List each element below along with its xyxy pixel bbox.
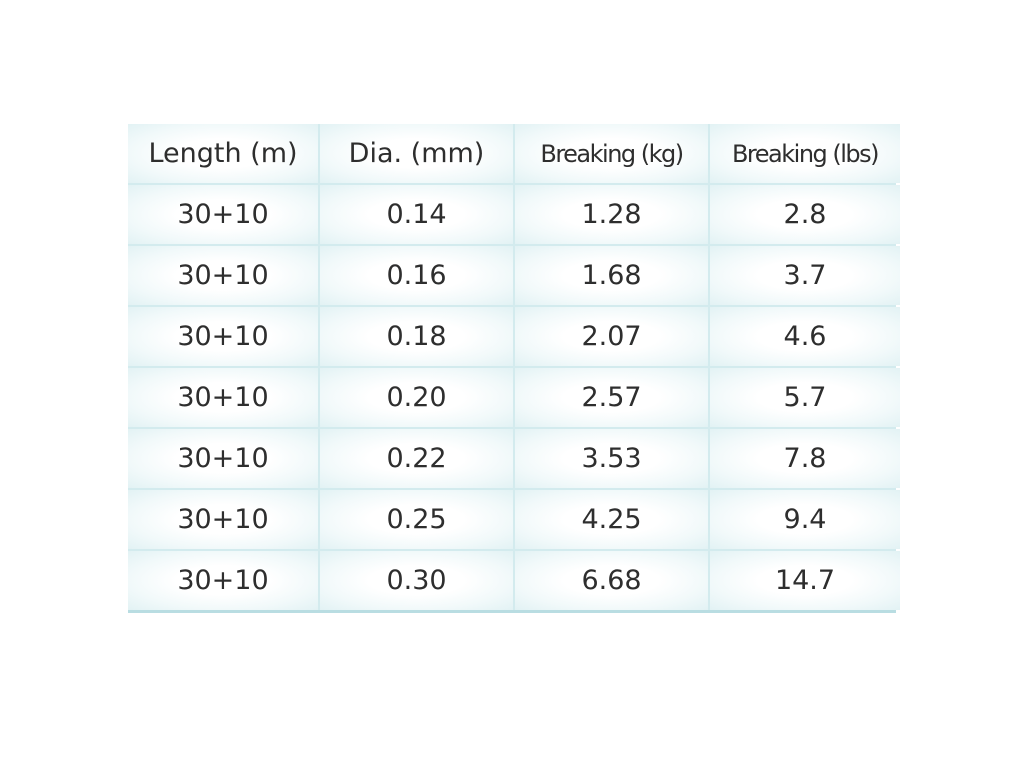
table-cell: 0.25 (320, 490, 513, 549)
table-cell: 3.7 (710, 246, 900, 305)
table-cell: 1.68 (515, 246, 708, 305)
table-cell: 0.20 (320, 368, 513, 427)
table-cell: 0.14 (320, 185, 513, 244)
table-cell: 30+10 (128, 368, 318, 427)
table-cell: 5.7 (710, 368, 900, 427)
table-cell: 3.53 (515, 429, 708, 488)
header-cell: Dia. (mm) (320, 124, 513, 183)
table-cell: 30+10 (128, 185, 318, 244)
header-cell: Breaking (lbs) (710, 124, 900, 183)
table-cell: 30+10 (128, 429, 318, 488)
table-cell: 2.57 (515, 368, 708, 427)
table-cell: 4.25 (515, 490, 708, 549)
header-cell: Breaking (kg) (515, 124, 708, 183)
header-cell: Length (m) (128, 124, 318, 183)
table-cell: 30+10 (128, 307, 318, 366)
table-cell: 30+10 (128, 551, 318, 610)
table-cell: 1.28 (515, 185, 708, 244)
table-cell: 0.30 (320, 551, 513, 610)
table-cell: 30+10 (128, 490, 318, 549)
table-cell: 4.6 (710, 307, 900, 366)
table-cell: 0.18 (320, 307, 513, 366)
table-cell: 7.8 (710, 429, 900, 488)
table-cell: 9.4 (710, 490, 900, 549)
table-cell: 2.8 (710, 185, 900, 244)
spec-table: Length (m) Dia. (mm) Breaking (kg) Breaking… (128, 124, 900, 613)
table-cell: 6.68 (515, 551, 708, 610)
table-cell: 30+10 (128, 246, 318, 305)
table-cell: 0.22 (320, 429, 513, 488)
table-cell: 0.16 (320, 246, 513, 305)
table-cell: 2.07 (515, 307, 708, 366)
table-cell: 14.7 (710, 551, 900, 610)
